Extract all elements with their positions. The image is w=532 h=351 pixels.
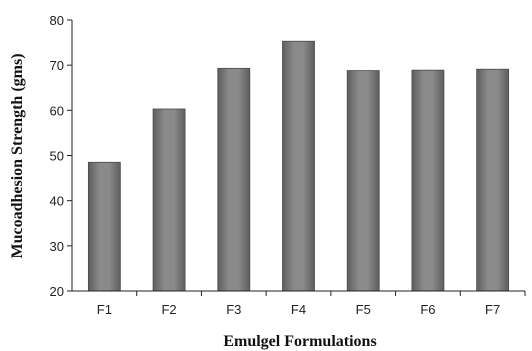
x-tick-label: F4 xyxy=(291,302,306,317)
y-tick-label: 40 xyxy=(50,194,64,209)
x-tick-label: F1 xyxy=(97,302,112,317)
bar-f2 xyxy=(152,108,186,292)
y-tick-label: 70 xyxy=(50,58,64,73)
x-axis-title: Emulgel Formulations xyxy=(223,333,376,350)
x-axis-ticks: F1 F2 F3 F4 F5 F6 F7 xyxy=(97,291,526,317)
y-tick-label: 60 xyxy=(50,103,64,118)
y-tick-label: 80 xyxy=(50,13,64,28)
bar-f3 xyxy=(217,67,251,292)
bars-group xyxy=(87,40,510,292)
bar-f1 xyxy=(87,161,121,292)
x-tick-label: F7 xyxy=(485,302,500,317)
x-tick-label: F5 xyxy=(356,302,371,317)
x-tick-label: F6 xyxy=(420,302,435,317)
x-tick-label: F2 xyxy=(161,302,176,317)
y-axis-title: Mucoadhesion Strength (gms) xyxy=(9,53,26,258)
bar-f4 xyxy=(282,40,315,292)
bar-f6 xyxy=(411,69,445,292)
y-tick-label: 20 xyxy=(50,284,64,299)
y-axis-ticks: 20 30 40 50 60 70 80 xyxy=(50,13,72,299)
x-tick-label: F3 xyxy=(226,302,241,317)
bar-f5 xyxy=(346,70,380,292)
bar-f7 xyxy=(476,68,510,292)
y-tick-label: 50 xyxy=(50,149,64,164)
y-tick-label: 30 xyxy=(50,239,64,254)
